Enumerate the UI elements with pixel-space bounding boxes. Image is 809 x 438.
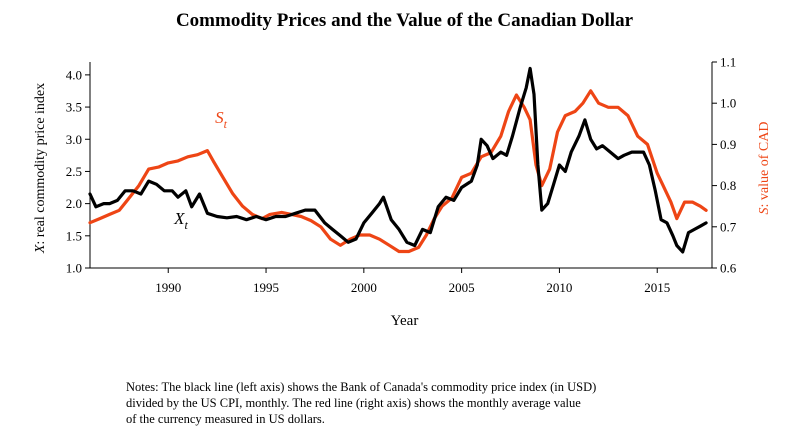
right-tick-label: 1.0 [720, 96, 736, 111]
x-tick-label: 2010 [546, 280, 572, 295]
left-tick-label: 3.0 [66, 132, 82, 147]
x-axis-label: Year [390, 313, 419, 329]
left-tick-label: 4.0 [66, 67, 82, 82]
chart-title: Commodity Prices and the Value of the Ca… [175, 10, 634, 31]
series-annotation: Xt [173, 209, 188, 232]
x-tick-label: 1995 [253, 280, 279, 295]
x-tick-label: 2015 [644, 280, 670, 295]
series-annotation: St [215, 108, 228, 131]
x-tick-label: 2000 [351, 280, 377, 295]
series-line-s [88, 89, 708, 254]
left-tick-label: 1.5 [66, 228, 82, 243]
right-tick-label: 0.9 [720, 137, 736, 152]
left-tick-label: 2.0 [66, 196, 82, 211]
left-tick-label: 2.5 [66, 164, 82, 179]
x-axis-ticks: 1990 1995 2000 2005 2010 2015 [155, 268, 670, 295]
right-tick-label: 0.8 [720, 178, 736, 193]
right-axis-label: S: value of CAD [757, 122, 772, 215]
left-axis-ticks: 1.0 1.5 2.0 2.5 3.0 3.5 4.0 [66, 67, 90, 276]
left-tick-label: 3.5 [66, 100, 82, 115]
notes-line-3: of the currency measured in US dollars. [126, 412, 325, 426]
notes-line-2: divided by the US CPI, monthly. The red … [126, 396, 581, 410]
notes-block: Notes: The black line (left axis) shows … [126, 379, 726, 427]
left-tick-label: 1.0 [66, 261, 82, 276]
plot-frame [89, 62, 713, 269]
x-tick-label: 1990 [155, 280, 181, 295]
series-line-x [88, 66, 708, 254]
right-axis-ticks: 0.6 0.7 0.8 0.9 1.0 1.1 [712, 55, 737, 276]
right-tick-label: 0.6 [720, 261, 737, 276]
right-tick-label: 0.7 [720, 219, 737, 234]
left-axis-label: X: real commodity price index [33, 83, 48, 254]
x-tick-label: 2005 [449, 280, 475, 295]
notes-line-1: Notes: The black line (left axis) shows … [126, 380, 597, 394]
right-tick-label: 1.1 [720, 55, 736, 70]
series-layer [88, 66, 708, 254]
